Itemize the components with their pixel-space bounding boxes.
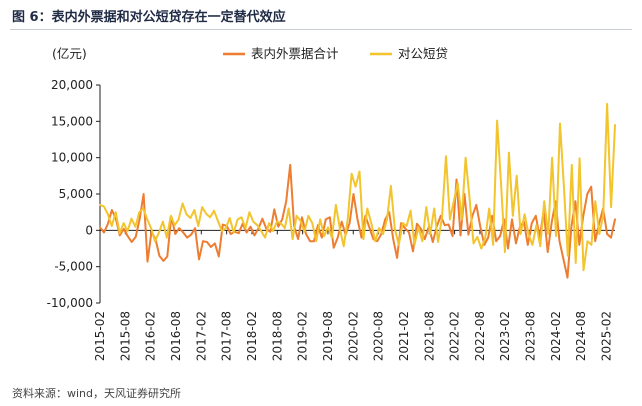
y-axis-unit-label: (亿元) [52, 46, 87, 61]
y-tick-label: -10,000 [47, 296, 93, 310]
y-tick-label: 0 [85, 223, 93, 237]
x-tick-label: 2020-02 [346, 311, 360, 361]
x-tick-label: 2015-08 [118, 311, 132, 361]
x-tick-label: 2023-08 [524, 311, 538, 361]
x-tick-label: 2020-08 [372, 311, 386, 361]
y-tick-label: 20,000 [51, 78, 93, 92]
x-tick-label: 2022-08 [473, 311, 487, 361]
y-tick-label: 10,000 [51, 151, 93, 165]
plot-lines [99, 102, 616, 279]
y-tick-label: 5,000 [59, 187, 93, 201]
x-tick-label: 2016-02 [144, 311, 158, 361]
x-tick-label: 2025-02 [600, 311, 614, 361]
legend: 表内外票据合计 对公短贷 [223, 46, 448, 61]
x-tick-label: 2016-08 [169, 311, 183, 361]
y-axis: -10,000 -5,000 0 5,000 10,000 15,000 20,000 [47, 78, 101, 310]
x-tick-label: 2019-08 [321, 311, 335, 361]
x-tick-label: 2017-08 [220, 311, 234, 361]
figure-title: 图 6：表内外票据和对公短贷存在一定替代效应 [12, 10, 286, 25]
y-tick-label: 15,000 [51, 114, 93, 128]
series-line-2 [99, 102, 616, 272]
legend-label-1: 表内外票据合计 [251, 46, 339, 61]
x-tick-label: 2021-08 [422, 311, 436, 361]
x-tick-label: 2024-08 [574, 311, 588, 361]
x-tick-label: 2019-02 [296, 311, 310, 361]
x-tick-label: 2021-02 [397, 311, 411, 361]
y-tick-label: -5,000 [54, 260, 93, 274]
x-tick-label: 2017-02 [194, 311, 208, 361]
source-note: 资料来源：wind，天风证券研究所 [12, 387, 182, 400]
title-divider [10, 29, 632, 30]
x-tick-label: 2023-02 [498, 311, 512, 361]
x-axis: 2015-02 2015-08 2016-02 2016-08 2017-02 2017-… [93, 229, 615, 361]
x-tick-label: 2018-02 [245, 311, 259, 361]
x-tick-label: 2015-02 [93, 311, 107, 361]
x-tick-label: 2022-02 [448, 311, 462, 361]
legend-label-2: 对公短贷 [398, 46, 448, 61]
x-tick-label: 2018-08 [270, 311, 284, 361]
x-tick-label: 2024-02 [549, 311, 563, 361]
